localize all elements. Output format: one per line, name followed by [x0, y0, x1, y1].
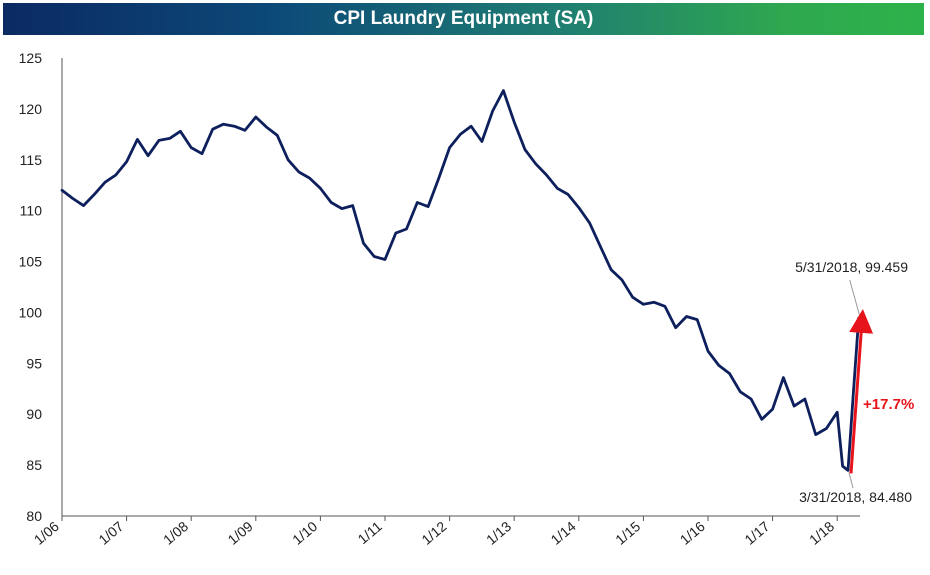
x-tick-label: 1/10	[289, 518, 320, 548]
annotation-low: 3/31/2018, 84.480	[799, 489, 912, 505]
annotation-high: 5/31/2018, 99.459	[795, 259, 908, 275]
series-line	[60, 89, 861, 472]
x-tick-label: 1/15	[612, 518, 643, 548]
y-tick-label: 105	[19, 254, 43, 270]
annotation-layer: 5/31/2018, 99.459 3/31/2018, 84.480 +17.7%	[795, 259, 914, 505]
x-tick-label: 1/18	[806, 518, 837, 548]
annotation-leader-low	[848, 472, 854, 489]
series-layer	[60, 89, 861, 472]
change-arrow	[849, 308, 874, 474]
y-tick-label: 100	[19, 304, 43, 320]
x-tick-label: 1/09	[225, 518, 256, 548]
y-tick-label: 90	[26, 406, 42, 422]
y-tick-label: 120	[19, 101, 43, 117]
x-tick-label: 1/07	[95, 518, 126, 548]
y-axis: 80 85 90 95 100 105 110 115 120 125	[19, 50, 63, 524]
annotation-leader-high	[849, 279, 861, 317]
y-tick-label: 85	[26, 457, 42, 473]
chart-title: CPI Laundry Equipment (SA)	[333, 8, 594, 29]
x-axis: 1/06 1/07 1/08 1/09 1/10 1/11 1/12 1/13 1/14 1/15…	[31, 515, 860, 548]
change-label: +17.7%	[863, 396, 914, 413]
title-bar: CPI Laundry Equipment (SA)	[3, 3, 924, 35]
y-tick-label: 125	[19, 50, 43, 66]
x-tick-label: 1/16	[677, 518, 708, 548]
x-tick-label: 1/12	[418, 518, 449, 548]
y-tick-label: 80	[26, 508, 42, 524]
y-tick-label: 95	[26, 355, 42, 371]
x-tick-label: 1/14	[548, 518, 579, 548]
x-tick-label: 1/11	[355, 518, 386, 547]
y-tick-label: 115	[20, 152, 43, 168]
x-tick-label: 1/08	[160, 518, 191, 548]
x-tick-label: 1/17	[741, 518, 772, 548]
x-tick-label: 1/13	[483, 518, 514, 548]
y-tick-label: 110	[20, 203, 43, 219]
